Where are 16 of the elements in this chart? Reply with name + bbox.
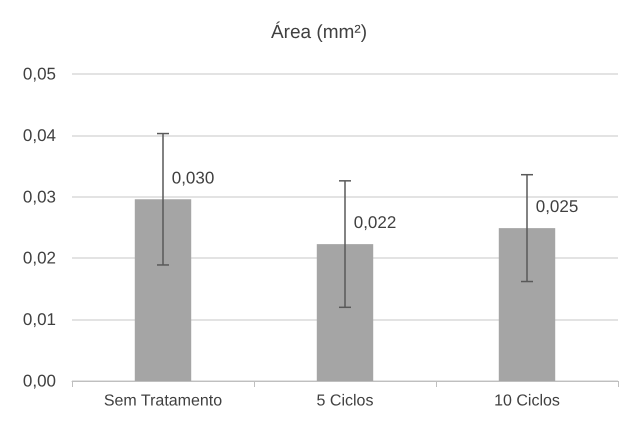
y-tick-label: 0,03 xyxy=(22,187,56,206)
y-tick-label: 0,02 xyxy=(22,248,56,268)
bar xyxy=(316,244,374,381)
y-tick-label: 0,04 xyxy=(22,126,56,145)
bar xyxy=(498,228,556,381)
x-tick-label: 5 Ciclos xyxy=(316,392,374,410)
data-label: 0,022 xyxy=(354,213,396,232)
bar xyxy=(134,199,192,381)
chart-title: Área (mm²) xyxy=(270,21,368,43)
data-label: 0,025 xyxy=(536,197,578,216)
y-tick-label: 0,00 xyxy=(22,372,56,390)
y-tick-label: 0,05 xyxy=(22,64,56,84)
y-tick-label: 0,01 xyxy=(22,310,56,330)
x-tick-label: 10 Ciclos xyxy=(494,392,560,410)
x-tick-label: Sem Tratamento xyxy=(104,392,222,410)
data-label: 0,030 xyxy=(172,168,214,188)
